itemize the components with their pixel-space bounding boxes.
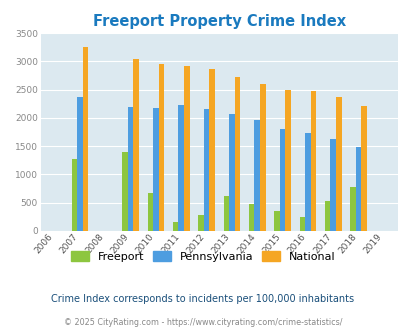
- Bar: [324, 201, 330, 231]
- Bar: [153, 108, 158, 231]
- Bar: [228, 114, 234, 231]
- Bar: [77, 97, 83, 231]
- Bar: [360, 106, 366, 231]
- Bar: [183, 66, 189, 231]
- Bar: [83, 47, 88, 231]
- Text: © 2025 CityRating.com - https://www.cityrating.com/crime-statistics/: © 2025 CityRating.com - https://www.city…: [64, 318, 341, 327]
- Bar: [273, 211, 279, 231]
- Bar: [310, 91, 315, 231]
- Bar: [350, 187, 355, 231]
- Bar: [128, 107, 133, 231]
- Title: Freeport Property Crime Index: Freeport Property Crime Index: [92, 14, 345, 29]
- Legend: Freeport, Pennsylvania, National: Freeport, Pennsylvania, National: [66, 247, 339, 267]
- Bar: [335, 97, 341, 231]
- Text: Crime Index corresponds to incidents per 100,000 inhabitants: Crime Index corresponds to incidents per…: [51, 294, 354, 304]
- Bar: [147, 192, 153, 231]
- Bar: [279, 129, 285, 231]
- Bar: [198, 214, 203, 231]
- Bar: [203, 109, 209, 231]
- Bar: [173, 222, 178, 231]
- Bar: [330, 139, 335, 231]
- Bar: [122, 152, 128, 231]
- Bar: [133, 59, 139, 231]
- Bar: [248, 204, 254, 231]
- Bar: [223, 196, 228, 231]
- Bar: [355, 147, 360, 231]
- Bar: [299, 217, 305, 231]
- Bar: [254, 120, 259, 231]
- Bar: [285, 89, 290, 231]
- Bar: [178, 105, 183, 231]
- Bar: [209, 69, 214, 231]
- Bar: [158, 64, 164, 231]
- Bar: [71, 159, 77, 231]
- Bar: [234, 77, 240, 231]
- Bar: [305, 133, 310, 231]
- Bar: [259, 84, 265, 231]
